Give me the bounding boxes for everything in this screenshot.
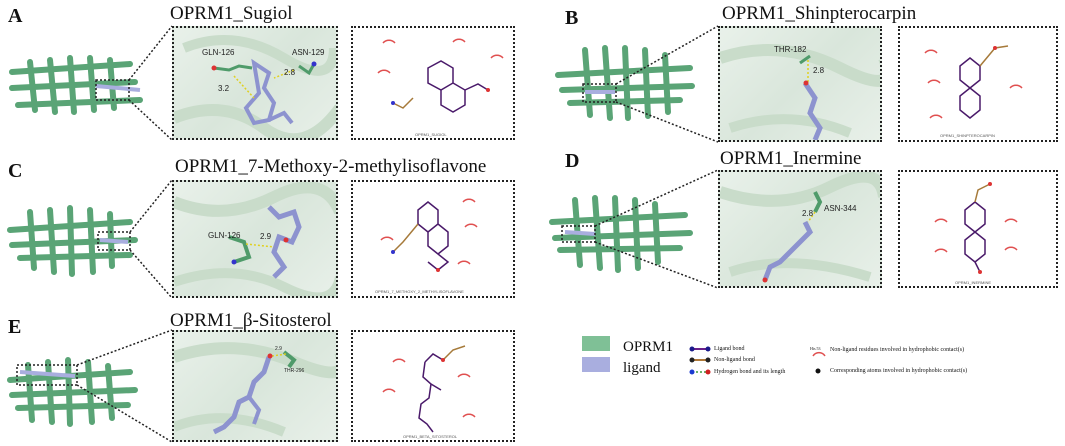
hbond-key: Hydrogen bond and its length — [714, 369, 786, 375]
closeup-graphic-e — [174, 342, 336, 437]
hbond-distance: 2.8 — [813, 66, 825, 75]
interaction-map-graphic-b — [924, 45, 1023, 119]
panel-title-d: OPRM1_Inermine — [720, 148, 862, 169]
residue-label: GLN-126 — [208, 231, 241, 240]
protein-color-swatch — [582, 336, 610, 351]
map-caption: OPRM1_INERMINE — [955, 280, 992, 285]
panel-title-c: OPRM1_7-Methoxy-2-methylisoflavone — [175, 156, 487, 177]
closeup-graphic-a — [174, 35, 336, 138]
map-caption: OPRM1_BETA_SITOSTEROL — [403, 434, 458, 439]
hbond-distance: 3.2 — [218, 84, 230, 93]
closeup-view-a: GLN-126 ASN-129 2.8 3.2 — [172, 26, 338, 140]
panel-title-b: OPRM1_Shinpterocarpin — [722, 3, 917, 24]
interaction-map-d: OPRM1_INERMINE — [898, 170, 1058, 288]
hbond-distance: 2.8 — [284, 68, 296, 77]
interaction-map-graphic-e — [382, 345, 476, 433]
residue-label: GLN-126 — [202, 48, 235, 57]
residue-label: ASN-129 — [292, 48, 325, 57]
protein-legend-label: OPRM1 — [623, 339, 674, 355]
interaction-map-c: OPRM1_7_METHOXY_2_METHYLISOFLAVONE — [351, 180, 515, 298]
panel-title-a: OPRM1_Sugiol — [170, 3, 293, 24]
hbond-distance: 2.9 — [260, 232, 272, 241]
interaction-map-graphic-d — [934, 182, 1018, 274]
residue-label: THR-182 — [774, 45, 807, 54]
map-caption: OPRM1_7_METHOXY_2_METHYLISOFLAVONE — [375, 289, 464, 294]
residue-label: ASN-344 — [824, 204, 857, 213]
closeup-view-e: THR-296 2.9 — [172, 330, 338, 442]
panel-letter-d: D — [565, 150, 580, 172]
interaction-map-e: OPRM1_BETA_SITOSTEROL — [351, 330, 515, 442]
ligand-color-swatch — [582, 357, 610, 372]
interaction-map-a: OPRM1_SUGIOL — [351, 26, 515, 140]
closeup-graphic-d — [720, 172, 880, 283]
interaction-map-graphic-c — [380, 198, 478, 272]
interaction-map-b: OPRM1_SHINPTEROCARPIN — [898, 26, 1058, 142]
hydrophobic-atom-key: Corresponding atoms involved in hydropho… — [830, 368, 968, 374]
panel-letter-b: B — [565, 7, 579, 29]
interaction-map-graphic-a — [377, 38, 504, 113]
panel-title-e: OPRM1_β-Sitosterol — [170, 310, 332, 331]
ligand-bond-key: Ligand bond — [714, 346, 745, 352]
closeup-graphic-b — [720, 44, 880, 140]
closeup-view-d: ASN-344 2.8 — [718, 170, 882, 288]
map-caption: OPRM1_SUGIOL — [415, 132, 447, 137]
non-ligand-bond-key: Non-ligand bond — [714, 357, 755, 363]
panel-letter-a: A — [8, 5, 23, 27]
hydrophobic-residue-sample: His 53 — [810, 346, 821, 351]
ligand-legend-label: ligand — [623, 360, 661, 376]
map-caption: OPRM1_SHINPTEROCARPIN — [940, 133, 995, 138]
closeup-view-c: GLN-126 2.9 — [172, 180, 338, 298]
hbond-distance: 2.9 — [275, 346, 282, 352]
hydrophobic-residue-key: Non-ligand residues involved in hydropho… — [830, 347, 965, 353]
residue-label: THR-296 — [284, 368, 305, 374]
closeup-view-b: THR-182 2.8 — [718, 26, 882, 142]
closeup-graphic-c — [174, 182, 336, 296]
panel-letter-e: E — [8, 316, 22, 338]
hbond-distance: 2.8 — [802, 209, 814, 218]
panel-letter-c: C — [8, 160, 23, 182]
